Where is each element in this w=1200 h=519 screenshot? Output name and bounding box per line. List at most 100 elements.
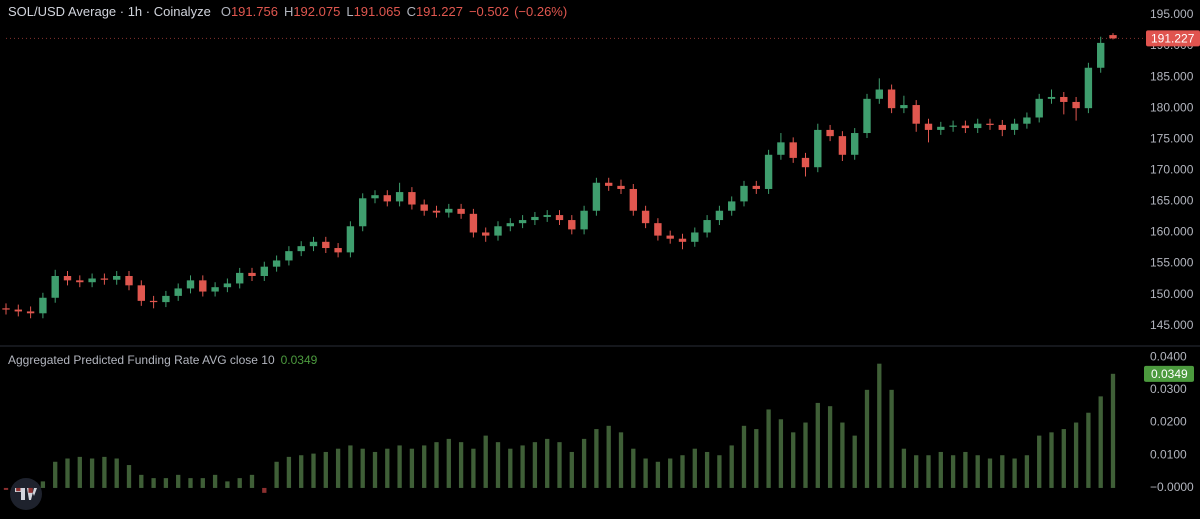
candle-body bbox=[322, 241, 330, 249]
candle-body bbox=[666, 235, 674, 239]
funding-bar bbox=[877, 363, 882, 488]
funding-bar bbox=[212, 474, 218, 488]
funding-bar bbox=[151, 478, 156, 488]
change: −0.502 bbox=[469, 4, 509, 19]
funding-bar bbox=[1037, 435, 1042, 488]
candle-body bbox=[543, 215, 551, 217]
last-value-tag bbox=[1144, 365, 1194, 382]
funding-bar bbox=[237, 478, 242, 488]
candle-body bbox=[137, 285, 145, 301]
candle-body bbox=[826, 129, 834, 137]
funding-bar bbox=[1098, 396, 1103, 488]
title: SOL/USD Average · 1h · Coinalyze bbox=[8, 4, 211, 19]
candle-body bbox=[346, 226, 355, 253]
indicator-header: Aggregated Predicted Funding Rate AVG cl… bbox=[8, 353, 318, 367]
candle-body bbox=[986, 123, 994, 125]
y-tick-label: 160.000 bbox=[1150, 225, 1194, 239]
candle-body bbox=[801, 157, 810, 168]
funding-bar bbox=[495, 442, 501, 488]
funding-bar bbox=[864, 389, 870, 488]
candle-body bbox=[506, 223, 514, 227]
funding-bar bbox=[655, 461, 661, 488]
y-tick-label: 0.0400 bbox=[1150, 349, 1187, 363]
funding-bar bbox=[950, 455, 956, 488]
candle-body bbox=[592, 182, 601, 211]
candle-body bbox=[777, 142, 785, 155]
candle-body bbox=[457, 208, 465, 214]
candle-body bbox=[199, 280, 207, 292]
funding-bar bbox=[446, 438, 451, 488]
funding-bar bbox=[815, 402, 820, 488]
funding-bar bbox=[532, 442, 538, 488]
candle-body bbox=[998, 124, 1006, 130]
funding-bar bbox=[1086, 412, 1091, 488]
candle-body bbox=[2, 308, 10, 310]
last-value-label: 0.0349 bbox=[1151, 367, 1188, 381]
candle-body bbox=[728, 201, 736, 211]
funding-bar bbox=[200, 478, 205, 488]
y-tick-label: 175.000 bbox=[1150, 131, 1194, 145]
candle-body bbox=[211, 287, 219, 292]
funding-bar bbox=[483, 435, 488, 488]
candle-body bbox=[555, 215, 564, 221]
funding-bar bbox=[360, 448, 365, 488]
last-price-label: 191.227 bbox=[1151, 32, 1195, 46]
candle-body bbox=[359, 198, 367, 227]
candle-body bbox=[272, 260, 281, 267]
candle-body bbox=[838, 136, 847, 155]
funding-bar bbox=[126, 465, 132, 488]
funding-bar bbox=[569, 451, 574, 488]
funding-bar bbox=[729, 445, 734, 488]
funding-bar bbox=[335, 448, 341, 488]
funding-bar bbox=[1110, 373, 1116, 488]
candle-body bbox=[1072, 101, 1080, 109]
candle-body bbox=[26, 311, 35, 314]
candle-body bbox=[445, 208, 453, 213]
funding-bar bbox=[323, 451, 328, 488]
candle-body bbox=[789, 142, 797, 158]
funding-bar bbox=[741, 425, 747, 488]
funding-bar bbox=[889, 389, 894, 488]
candle-body bbox=[715, 210, 724, 221]
candle-body bbox=[162, 295, 170, 303]
funding-bar bbox=[581, 438, 587, 488]
candle-body bbox=[88, 278, 96, 283]
candle-body bbox=[1047, 96, 1056, 99]
candle-body bbox=[703, 220, 711, 233]
candle-body bbox=[764, 154, 773, 189]
funding-bar bbox=[717, 455, 722, 488]
y-tick-label: 170.000 bbox=[1150, 162, 1194, 176]
funding-bar bbox=[704, 451, 710, 488]
last-price-tag bbox=[1146, 30, 1200, 47]
funding-bar bbox=[262, 487, 267, 493]
candle-body bbox=[383, 195, 391, 202]
candle-body bbox=[875, 89, 883, 99]
candle-body bbox=[740, 185, 748, 202]
funding-bar bbox=[1000, 455, 1005, 488]
candle-body bbox=[1010, 123, 1019, 130]
y-tick-label: 155.000 bbox=[1150, 256, 1194, 270]
candle-body bbox=[974, 123, 982, 129]
ohlc-letter: O bbox=[221, 4, 231, 19]
funding-bar bbox=[311, 453, 316, 488]
funding-bar bbox=[40, 481, 46, 488]
candle-body bbox=[113, 276, 121, 280]
candle-body bbox=[863, 98, 871, 134]
funding-bar bbox=[458, 442, 464, 488]
y-tick-label: 195.000 bbox=[1150, 7, 1194, 21]
candle-body bbox=[1023, 117, 1031, 124]
funding-bar bbox=[827, 406, 833, 488]
candle-body bbox=[691, 232, 699, 242]
candle-body bbox=[248, 272, 256, 276]
indicator-value: 0.0349 bbox=[281, 353, 318, 367]
funding-bar bbox=[422, 445, 427, 488]
funding-bar bbox=[618, 432, 624, 488]
candle-body bbox=[420, 204, 428, 211]
candle-body bbox=[654, 223, 662, 236]
ohlc-value: 192.075 bbox=[293, 4, 340, 19]
legend-header: SOL/USD Average · 1h · Coinalyze O191.756… bbox=[8, 4, 567, 19]
indicator-title: Aggregated Predicted Funding Rate AVG cl… bbox=[8, 353, 275, 367]
funding-bar bbox=[372, 451, 378, 488]
funding-bar bbox=[77, 456, 82, 488]
